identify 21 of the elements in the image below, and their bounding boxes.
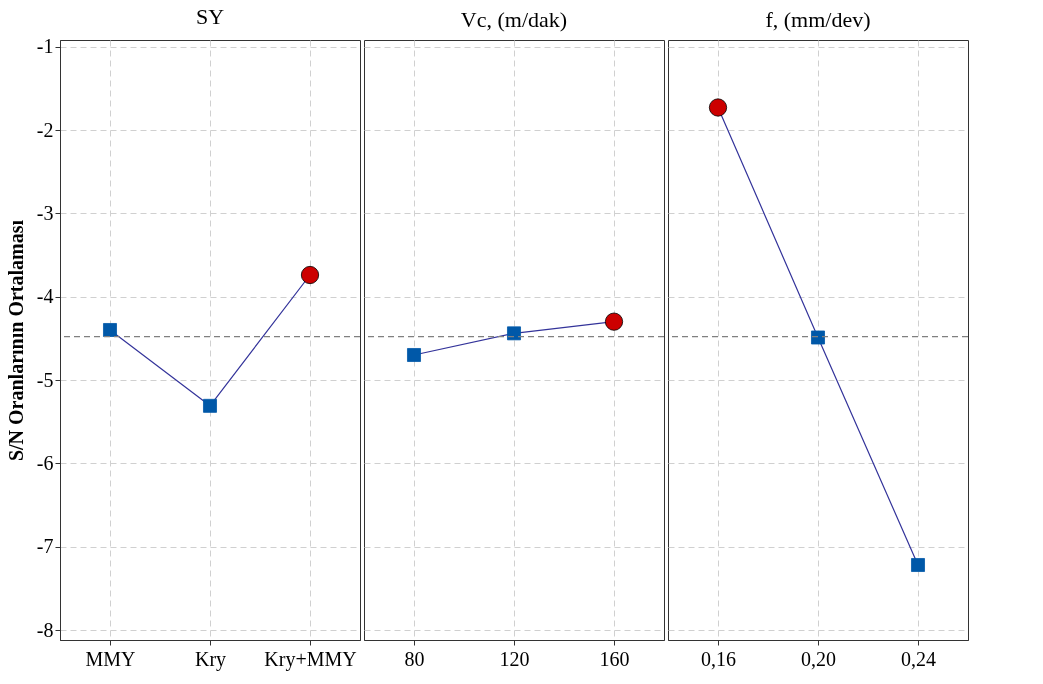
chart-title: Vc, (m/dak): [460, 7, 568, 32]
x-tick-label: 0,16: [701, 647, 736, 670]
x-tick-label: 120: [499, 647, 530, 670]
y-tick-label: -6: [36, 451, 54, 474]
y-tick-label: -8: [36, 618, 54, 641]
x-tick-label: 160: [599, 647, 630, 670]
x-tick-label: Kry+MMY: [264, 647, 357, 671]
x-tick-label: Kry: [194, 647, 227, 671]
y-tick-label: -5: [36, 368, 54, 391]
x-tick-label: MMY: [85, 647, 136, 670]
y-tick-label: -7: [36, 535, 54, 558]
y-tick-label: -4: [36, 285, 54, 308]
chart-title: SY: [195, 3, 225, 29]
x-tick-label: 0,20: [801, 647, 836, 670]
x-tick-label: 80: [404, 647, 425, 670]
y-tick-label: -1: [36, 35, 54, 58]
y-tick-label: -2: [36, 118, 54, 141]
x-tick-label: 0,24: [901, 647, 936, 670]
chart-title: f, (mm/dev): [765, 7, 871, 32]
y-tick-label: -3: [36, 201, 54, 224]
y-axis-title: S/N Oranlarının Ortalaması: [4, 219, 27, 462]
